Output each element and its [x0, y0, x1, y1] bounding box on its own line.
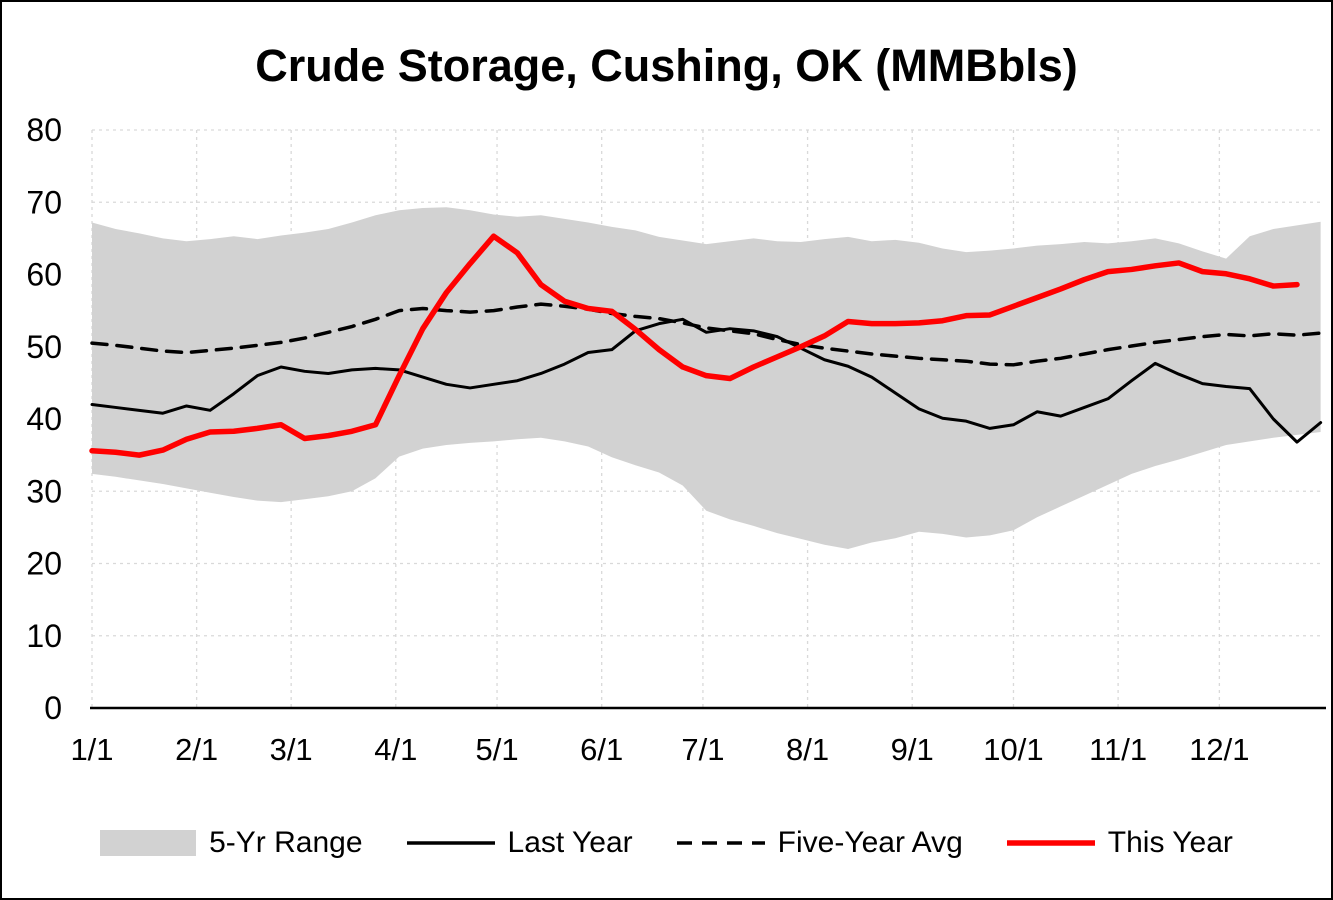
x-tick-label: 4/1 — [374, 732, 417, 767]
x-tick-label: 5/1 — [475, 732, 518, 767]
series-five-year-avg — [90, 302, 1323, 367]
y-tick-label: 10 — [26, 618, 62, 654]
series-this-year — [89, 233, 1300, 458]
x-tick-label: 10/1 — [983, 732, 1043, 767]
legend-label-5yr-range: 5-Yr Range — [209, 826, 363, 859]
x-tick-label: 2/1 — [175, 732, 218, 767]
y-tick-label: 70 — [26, 184, 62, 220]
legend: 5-Yr Range Last Year Five-Year Avg This … — [2, 826, 1331, 860]
y-tick-label: 20 — [26, 546, 62, 582]
series-last-year — [90, 317, 1323, 444]
band-swatch-icon — [100, 830, 197, 856]
y-tick-label: 80 — [26, 112, 62, 148]
x-tick-label: 7/1 — [681, 732, 724, 767]
x-tick-label: 6/1 — [580, 732, 623, 767]
legend-item-last-year: Last Year — [406, 826, 633, 860]
y-tick-label: 0 — [44, 690, 62, 726]
x-tick-label: 8/1 — [786, 732, 829, 767]
y-tick-label: 60 — [26, 257, 62, 293]
legend-item-5yr-range: 5-Yr Range — [100, 826, 363, 860]
x-tick-label: 9/1 — [891, 732, 934, 767]
x-tick-label: 3/1 — [270, 732, 313, 767]
x-tick-label: 1/1 — [70, 732, 113, 767]
legend-label-this-year: This Year — [1107, 826, 1233, 859]
legend-label-last-year: Last Year — [507, 826, 633, 859]
y-tick-label: 50 — [26, 329, 62, 365]
x-tick-label: 12/1 — [1189, 732, 1249, 767]
dashed-line-swatch-icon — [676, 841, 765, 845]
thick-line-swatch-icon — [1006, 840, 1095, 846]
legend-item-this-year: This Year — [1006, 826, 1233, 860]
band-swatch-rect — [100, 830, 197, 856]
solid-line-swatch-icon — [406, 841, 495, 845]
legend-label-five-year-avg: Five-Year Avg — [777, 826, 963, 859]
legend-item-five-year-avg: Five-Year Avg — [676, 826, 963, 860]
y-tick-label: 30 — [26, 473, 62, 509]
y-tick-label: 40 — [26, 401, 62, 437]
x-tick-label: 11/1 — [1089, 732, 1147, 767]
chart-title: Crude Storage, Cushing, OK (MMBbls) — [255, 40, 1078, 91]
